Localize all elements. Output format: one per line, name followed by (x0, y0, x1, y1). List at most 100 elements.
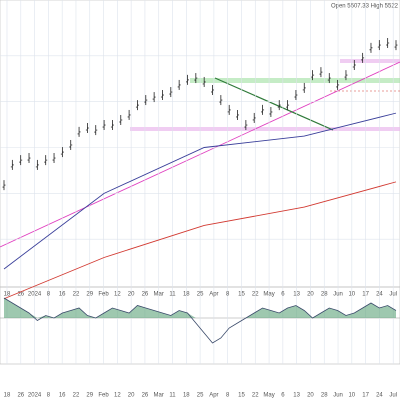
x-tick-label: 22 (73, 292, 80, 298)
x-tick-label: 8 (226, 393, 230, 399)
x-tick-label: 10 (348, 292, 355, 298)
price-bar (261, 104, 265, 115)
x-tick-label: Mar (154, 393, 164, 399)
oscillator-line (3, 297, 397, 344)
x-tick-label: Jun (333, 393, 343, 399)
x-tick-label: 26 (17, 292, 24, 298)
price-bar (394, 40, 398, 51)
moving-average (3, 112, 397, 270)
x-tick-label: 29 (86, 393, 93, 399)
x-tick-label: 11 (169, 393, 176, 399)
x-tick-label: 6 (281, 393, 285, 399)
price-bar (386, 38, 390, 48)
x-tick-label: Jul (389, 393, 397, 399)
price-bar (60, 147, 64, 158)
price-bar (194, 73, 198, 84)
x-tick-label: May (263, 393, 274, 399)
x-tick-label: 16 (59, 292, 66, 298)
moving-average (3, 181, 397, 300)
x-tick-label: 18 (183, 393, 190, 399)
x-tick-label: 17 (362, 292, 369, 298)
x-tick-label: 16 (59, 393, 66, 399)
x-tick-label: 20 (128, 292, 135, 298)
price-bar (135, 100, 139, 111)
x-tick-label: 18 (183, 292, 190, 298)
price-bar (185, 74, 189, 85)
price-bar (144, 95, 148, 106)
price-bar (52, 153, 56, 164)
price-bar (361, 52, 365, 63)
x-tick-label: May (263, 292, 274, 298)
x-tick-label: 2024 (28, 393, 42, 399)
x-tick-label: 26 (142, 292, 149, 298)
header: Open 5507.33 High 5522 (331, 4, 399, 10)
x-tick-label: 24 (376, 292, 383, 298)
price-bar (344, 70, 348, 81)
x-tick-label: Feb (98, 292, 109, 298)
price-bar (177, 79, 181, 90)
x-tick-label: 18 (4, 292, 11, 298)
price-bar (319, 67, 323, 78)
x-tick-label: 12 (114, 393, 121, 399)
price-bar (369, 42, 373, 53)
price-bar (85, 123, 89, 134)
price-bar (211, 84, 215, 95)
x-tick-label: 20 (307, 292, 314, 298)
price-bar (94, 125, 98, 136)
price-bar (19, 155, 23, 166)
price-bar (236, 109, 240, 120)
support-zone (340, 59, 400, 63)
price-bar (69, 139, 73, 150)
x-tick-label: 15 (238, 393, 245, 399)
price-bar (27, 153, 31, 164)
price-bar (35, 159, 39, 170)
x-tick-label: 22 (252, 292, 259, 298)
x-tick-label: 26 (142, 393, 149, 399)
oscillator-area (4, 298, 396, 318)
price-bar (160, 90, 164, 101)
x-tick-label: Feb (98, 393, 109, 399)
price-bar (377, 40, 381, 51)
x-tick-label: Jul (389, 292, 397, 298)
price-bar (269, 106, 273, 117)
price-bar (127, 109, 131, 120)
x-tick-label: 8 (47, 393, 51, 399)
price-bar (2, 180, 6, 191)
x-tick-label: 28 (321, 292, 328, 298)
price-bar (244, 120, 248, 131)
x-tick-label: 13 (293, 292, 300, 298)
price-bar (10, 159, 14, 170)
x-tick-label: 11 (169, 292, 176, 298)
x-tick-label: 28 (321, 393, 328, 399)
x-tick-label: 26 (17, 393, 24, 399)
price-bar (311, 70, 315, 81)
price-bar (277, 100, 281, 111)
x-tick-label: 17 (362, 393, 369, 399)
x-tick-label: Mar (154, 292, 164, 298)
x-tick-label: 20 (307, 393, 314, 399)
price-bar (352, 60, 356, 70)
x-tick-label: 10 (348, 393, 355, 399)
price-bar (227, 104, 231, 115)
x-tick-label: 8 (47, 292, 51, 298)
x-tick-label: 20 (128, 393, 135, 399)
x-tick-label: 6 (281, 292, 285, 298)
price-bar (152, 92, 156, 103)
price-bar (102, 120, 106, 131)
x-tick-label: 8 (226, 292, 230, 298)
x-tick-label: 13 (293, 393, 300, 399)
price-bar (286, 100, 290, 111)
x-tick-label: 15 (238, 292, 245, 298)
price-bar (219, 95, 223, 106)
x-tick-label: 12 (114, 292, 121, 298)
x-tick-label: Apr (209, 292, 218, 298)
price-bar (252, 112, 256, 123)
x-tick-label: Jun (333, 292, 343, 298)
x-tick-label: Apr (209, 393, 218, 399)
price-bar (336, 79, 340, 90)
price-bar (302, 82, 306, 93)
price-bar (119, 115, 123, 125)
x-tick-label: 29 (86, 292, 93, 298)
